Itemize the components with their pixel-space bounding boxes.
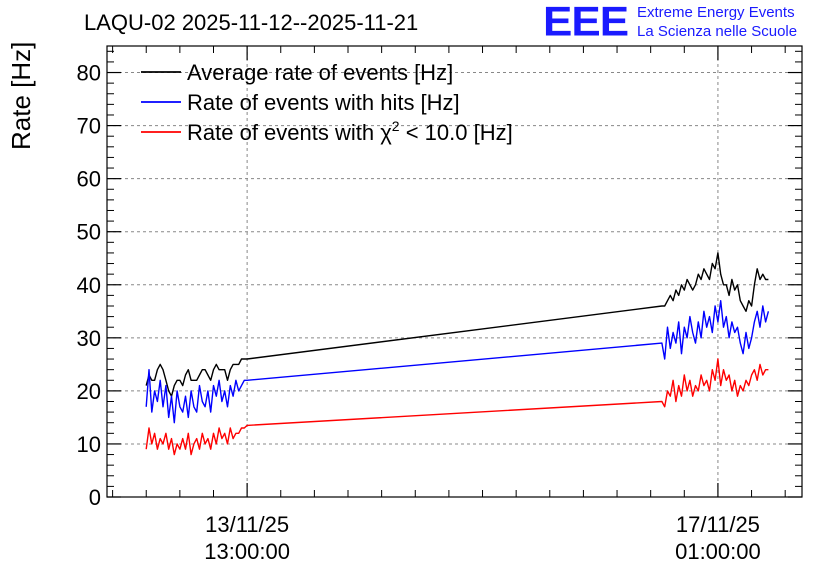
y-axis-label: Rate [Hz] <box>6 41 36 150</box>
eee-logo-text: Extreme Energy Events La Scienza nelle S… <box>637 3 797 41</box>
y-tick-label: 40 <box>77 273 101 298</box>
legend-label-part: < 10.0 [Hz] <box>400 120 513 145</box>
series-line-2 <box>145 300 770 424</box>
legend: Average rate of events [Hz] Rate of event… <box>141 60 513 145</box>
series-line-1 <box>145 252 769 397</box>
y-tick-label: 0 <box>89 485 101 510</box>
y-tick-label: 20 <box>77 379 101 404</box>
eee-logo: EEE <box>543 0 629 45</box>
series-line-3 <box>145 358 769 456</box>
y-tick-label: 70 <box>77 114 101 139</box>
y-tick-label: 30 <box>77 326 101 351</box>
chart-title: LAQU-02 2025-11-12--2025-11-21 <box>84 10 419 35</box>
legend-label-3: Rate of events with χ2 < 10.0 [Hz] <box>187 118 513 145</box>
legend-label-part: Rate of events with <box>187 120 380 145</box>
plot-area <box>145 252 770 456</box>
y-tick-label: 50 <box>77 220 101 245</box>
plot-frame <box>106 45 803 498</box>
legend-label-part: 2 <box>392 118 400 134</box>
x-tick-time: 13:00:00 <box>204 539 290 564</box>
legend-label-1: Average rate of events [Hz] <box>187 60 453 85</box>
y-tick-label: 10 <box>77 432 101 457</box>
x-tick-date: 13/11/25 <box>205 512 289 537</box>
x-tick-time: 01:00:00 <box>675 539 761 564</box>
legend-label-part: χ <box>380 120 392 145</box>
y-tick-label: 80 <box>77 61 101 86</box>
x-tick-date: 17/11/25 <box>676 512 760 537</box>
y-tick-label: 60 <box>77 167 101 192</box>
grid <box>107 46 802 497</box>
legend-label-2: Rate of events with hits [Hz] <box>187 90 460 115</box>
logo-line-1: Extreme Energy Events <box>637 4 795 21</box>
logo-line-2: La Scienza nelle Scuole <box>637 23 798 40</box>
